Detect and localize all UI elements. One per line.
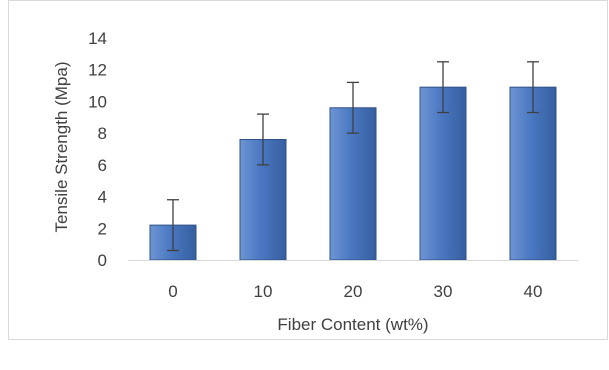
error-bar xyxy=(257,113,269,166)
x-tick-labels: 0 10 20 30 40 xyxy=(168,282,542,301)
x-axis-title: Fiber Content (wt%) xyxy=(277,315,428,334)
x-tick-label: 30 xyxy=(434,282,453,301)
error-bar xyxy=(347,81,359,134)
bar xyxy=(419,86,467,261)
y-tick-label: 6 xyxy=(98,156,107,175)
y-tick-labels: 0 2 4 6 8 10 12 14 xyxy=(88,29,107,270)
y-tick-label: 8 xyxy=(98,124,107,143)
y-axis-title: Tensile Strength (Mpa) xyxy=(52,61,71,232)
y-tick-label: 10 xyxy=(88,92,107,111)
x-tick-label: 40 xyxy=(524,282,543,301)
y-tick-label: 2 xyxy=(98,219,107,238)
x-tick-label: 10 xyxy=(254,282,273,301)
y-tick-label: 0 xyxy=(98,251,107,270)
chart-border xyxy=(8,0,608,340)
error-bars-layer xyxy=(167,61,539,252)
x-tick-label: 20 xyxy=(344,282,363,301)
error-bar xyxy=(527,61,539,114)
error-bar xyxy=(437,61,449,114)
error-bar xyxy=(167,199,179,252)
y-tick-label: 12 xyxy=(88,61,107,80)
y-tick-label: 4 xyxy=(98,188,107,207)
x-tick-label: 0 xyxy=(168,282,177,301)
y-tick-label: 14 xyxy=(88,29,107,48)
